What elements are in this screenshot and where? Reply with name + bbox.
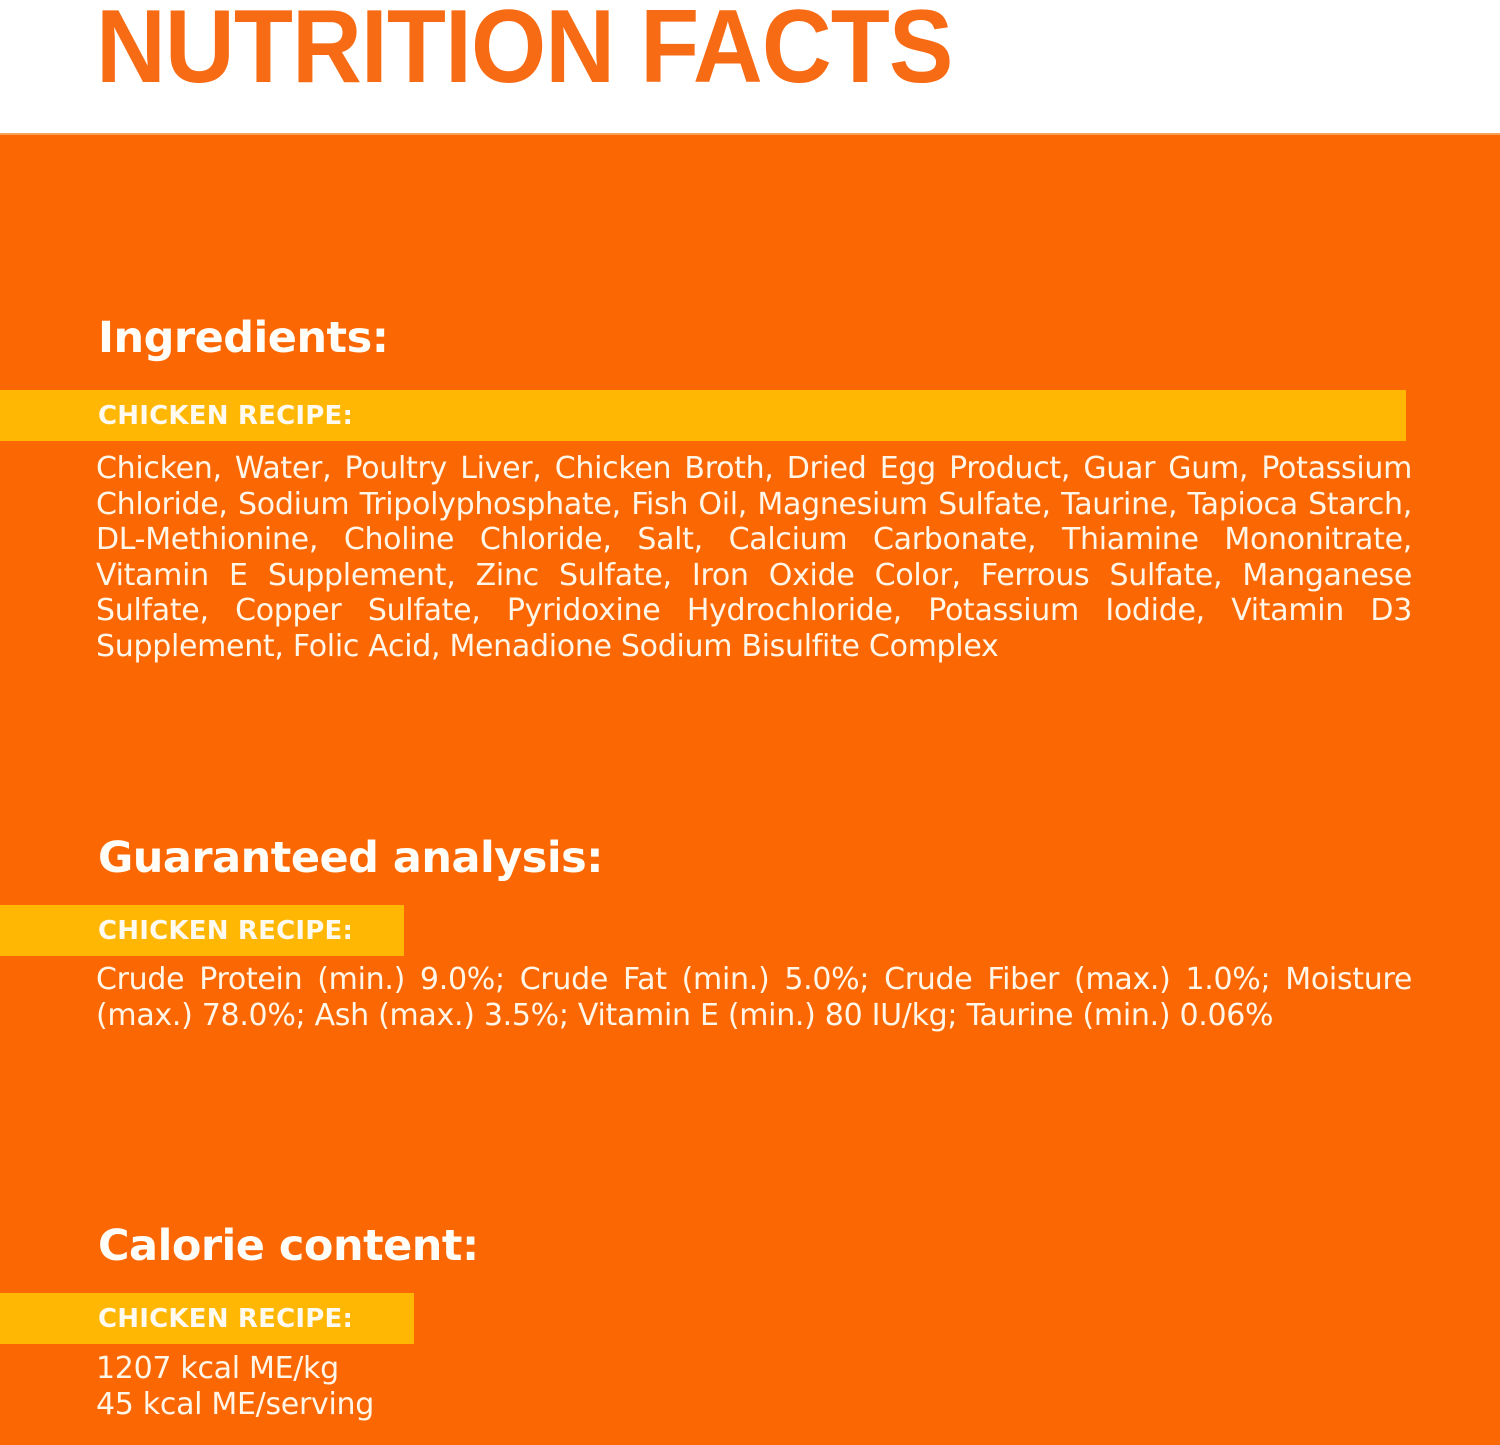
panel-top-divider <box>0 133 1500 135</box>
guaranteed-analysis-recipe-bar: CHICKEN RECIPE: <box>0 905 404 956</box>
calorie-per-serving: 45 kcal ME/serving <box>96 1386 374 1422</box>
ingredients-recipe-bar: CHICKEN RECIPE: <box>0 390 1406 441</box>
ingredients-body-text: Chicken, Water, Poultry Liver, Chicken B… <box>96 451 1412 664</box>
calorie-content-recipe-bar: CHICKEN RECIPE: <box>0 1293 414 1344</box>
calorie-content-recipe-label: CHICKEN RECIPE: <box>98 1304 354 1334</box>
title-band: NUTRITION FACTS <box>0 0 1500 133</box>
guaranteed-analysis-heading: Guaranteed analysis: <box>98 833 603 883</box>
ingredients-heading: Ingredients: <box>98 313 389 363</box>
page-title: NUTRITION FACTS <box>96 0 953 105</box>
guaranteed-analysis-body-text: Crude Protein (min.) 9.0%; Crude Fat (mi… <box>96 962 1412 1033</box>
calorie-content-body-text: 1207 kcal ME/kg 45 kcal ME/serving <box>96 1351 796 1422</box>
calorie-content-heading: Calorie content: <box>98 1221 479 1271</box>
content-panel: Ingredients: CHICKEN RECIPE: Chicken, Wa… <box>0 133 1500 1445</box>
ingredients-recipe-label: CHICKEN RECIPE: <box>98 401 354 431</box>
guaranteed-analysis-recipe-label: CHICKEN RECIPE: <box>98 916 354 946</box>
calorie-per-kg: 1207 kcal ME/kg <box>96 1351 339 1386</box>
